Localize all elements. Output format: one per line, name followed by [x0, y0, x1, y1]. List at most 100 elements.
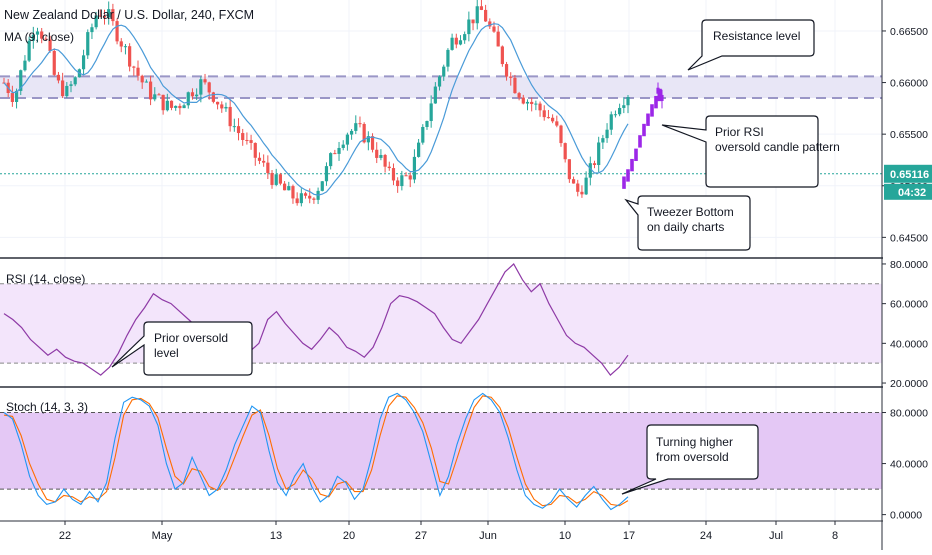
candle-body [86, 32, 90, 56]
candle-body [282, 183, 287, 191]
time-axis: 22 May 13 20 27 Jun 10 17 24 Jul 8 [59, 521, 838, 542]
rsi-tick-label: 80.0000 [890, 259, 928, 271]
candle-body [425, 121, 429, 127]
candle-body [551, 117, 555, 122]
candle-body [588, 163, 592, 178]
candle-body [563, 143, 567, 160]
candle-body [182, 105, 186, 109]
candle-body [496, 31, 500, 47]
candle-body [454, 37, 458, 45]
candle-body [207, 82, 211, 93]
time-tick-label: 13 [270, 530, 282, 542]
candle-body [387, 166, 391, 169]
time-tick-label: Jul [769, 530, 783, 542]
candle-body [274, 174, 278, 185]
candle-body [408, 175, 412, 180]
price-tick-label: 0.66500 [890, 26, 928, 38]
candle-body [119, 41, 123, 47]
candle-body [626, 97, 630, 106]
candle-body [400, 175, 404, 187]
candle-body [220, 104, 224, 109]
candle-body [190, 92, 195, 97]
candle-body [370, 136, 375, 150]
pattern-candle [650, 104, 654, 117]
candle-body [245, 139, 249, 141]
callout-prior-oversold: Prior oversold level [111, 321, 253, 376]
candle-body [530, 101, 534, 105]
chart-title: New Zealand Dollar / U.S. Dollar, 240, F… [4, 8, 254, 22]
candle-body [509, 76, 513, 78]
candle-body [584, 177, 588, 195]
candle-body [44, 38, 48, 40]
candle-body [592, 163, 597, 165]
candle-body [379, 154, 383, 158]
candle-body [115, 21, 119, 42]
candle-body [199, 79, 203, 95]
callout-turning-higher: Turning higher from oversold [621, 424, 759, 495]
candle-body [23, 60, 27, 71]
candle-body [257, 157, 262, 161]
candle-body [580, 191, 584, 195]
candle-body [412, 156, 417, 180]
candle-body [90, 27, 94, 33]
candle-body [195, 94, 199, 97]
candle-body [601, 138, 605, 143]
candle-body [571, 179, 576, 184]
candle-body [111, 9, 115, 22]
candle-body [31, 34, 35, 41]
candle-body [27, 40, 31, 61]
candle-body [559, 125, 563, 144]
candle-body [324, 166, 329, 182]
candle-body [73, 77, 77, 85]
candle-body [525, 101, 530, 104]
rsi-title: RSI (14, close) [6, 272, 85, 286]
candle-body [383, 154, 387, 167]
candle-body [123, 46, 128, 48]
candle-body [358, 123, 362, 125]
candle-body [236, 126, 241, 134]
candle-body [270, 173, 274, 185]
candle-body [404, 175, 408, 177]
candle-body [153, 94, 157, 100]
pattern-candle [622, 176, 626, 189]
candle-body [287, 186, 291, 191]
candle-body [513, 77, 517, 94]
candle-body [576, 183, 580, 192]
candle-body [174, 105, 178, 108]
candle-body [178, 105, 182, 109]
candle-body [349, 130, 354, 135]
time-tick-label: 22 [59, 530, 71, 542]
candle-body [165, 100, 169, 111]
candle-body [224, 106, 228, 109]
stoch-tick-label: 40.0000 [890, 459, 928, 471]
candle-body [391, 168, 396, 181]
candle-body [467, 19, 471, 35]
candle-body [622, 105, 626, 108]
candle-body [10, 93, 14, 102]
candle-body [504, 64, 509, 77]
candle-body [295, 198, 299, 204]
candle-body [48, 39, 52, 51]
candle-body [35, 31, 40, 35]
callout-resistance-level: Resistance level [687, 19, 815, 71]
rsi-line [3, 263, 629, 376]
candle-body [19, 70, 23, 91]
candle-body [471, 19, 475, 24]
candle-body [303, 193, 308, 196]
pattern-candle [658, 88, 662, 102]
candle-body [437, 76, 442, 87]
stoch-axis: 80.0000 40.0000 0.0000 [882, 408, 928, 522]
candle-body [186, 92, 190, 106]
candle-body [65, 85, 69, 97]
pattern-candle [656, 87, 660, 94]
candle-body [538, 103, 542, 111]
candle-body [98, 15, 102, 17]
ma-indicator-label: MA (9, close) [4, 30, 74, 44]
candle-body [597, 142, 601, 165]
candle-body [128, 46, 132, 67]
candle-body [567, 159, 571, 180]
candle-body [291, 186, 295, 199]
pattern-candle [646, 113, 650, 126]
